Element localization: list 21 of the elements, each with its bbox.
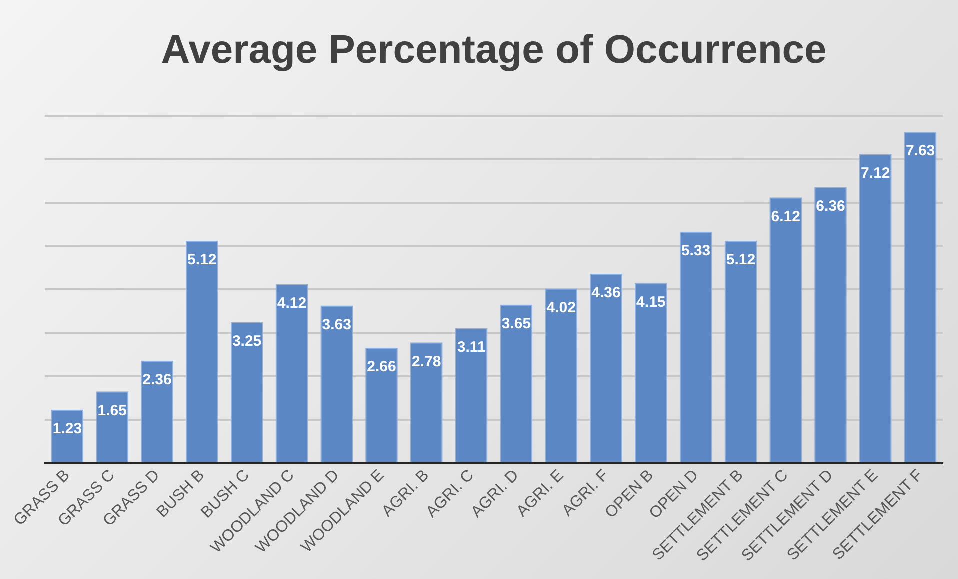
data-label: 6.36 — [816, 198, 846, 215]
data-label: 1.65 — [98, 402, 127, 420]
data-label: 1.23 — [52, 420, 82, 438]
data-label: 4.36 — [592, 284, 621, 302]
chart-title: Average Percentage of Occurrence — [161, 28, 827, 72]
data-label: 4.15 — [636, 294, 666, 311]
data-label: 5.33 — [681, 242, 711, 260]
data-label: 3.11 — [457, 338, 486, 356]
data-label: 2.78 — [412, 353, 442, 370]
data-label: 5.12 — [726, 252, 756, 269]
data-label: 2.66 — [367, 358, 396, 376]
data-label: 3.65 — [502, 315, 532, 332]
data-label: 7.63 — [906, 142, 936, 160]
data-label: 4.02 — [546, 299, 576, 316]
data-label: 6.12 — [771, 208, 800, 226]
data-label: 7.12 — [861, 164, 890, 182]
data-label: 3.63 — [322, 316, 352, 334]
data-label: 4.12 — [277, 295, 307, 312]
data-label: 2.36 — [142, 371, 172, 388]
data-label: 5.12 — [188, 252, 217, 269]
data-label: 3.25 — [232, 332, 262, 350]
